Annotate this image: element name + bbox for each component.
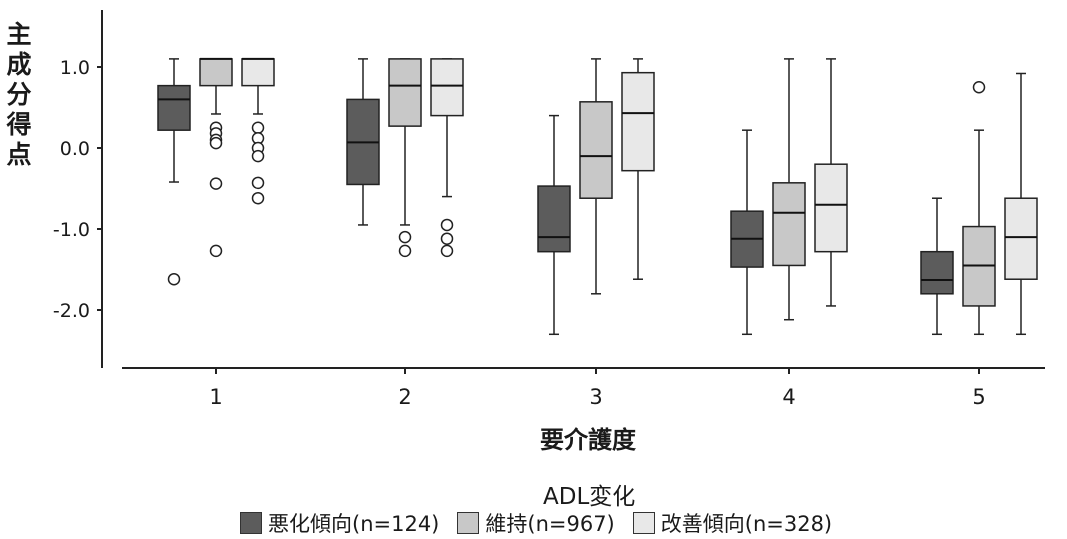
series3-group1-box [241,58,275,87]
series3-group1-outlier [251,176,265,190]
series1-group3-box [537,185,571,253]
series3-group1-outlier [251,191,265,205]
legend: 悪化傾向(n=124) 維持(n=967) 改善傾向(n=328) [240,508,850,538]
series3-group2-outlier [440,244,454,258]
series2-group4-box [772,182,806,267]
legend-swatch-maintained [457,512,480,534]
x-tick-label: 5 [972,385,985,409]
y-tick-label: -2.0 [53,300,90,322]
legend-item-worsening: 悪化傾向(n=124) [240,508,439,538]
series3-group2-outlier [440,218,454,232]
y-tick-label: -1.0 [53,219,90,241]
legend-label-maintained: 維持(n=967) [485,512,615,536]
x-tick-label: 2 [398,385,411,409]
series2-group2-outlier [398,244,412,258]
series3-group3-box [621,71,655,172]
series1-group1-outlier [167,272,181,286]
series2-group1-outlier [209,244,223,258]
y-tick-label: 0.0 [60,138,90,160]
series3-group1-outlier [251,121,265,134]
series1-group5-box [920,250,954,295]
x-tick-label: 4 [782,385,795,409]
series2-group1-box [199,58,233,87]
y-axis-label-text: 主成分得点 [6,20,32,169]
series3-group2-outlier [440,232,454,245]
legend-label-improving: 改善傾向(n=328) [660,512,833,536]
series3-group5-box [1004,197,1038,280]
series2-group2-box [388,58,422,127]
legend-label-worsening: 悪化傾向(n=124) [268,512,440,536]
series2-group2-outlier [398,230,412,244]
series3-group1-outlier [251,149,265,163]
x-axis-label: 要介護度 [540,426,636,454]
series1-group1-box [157,84,191,131]
legend-title: ADL変化 [543,484,636,510]
legend-swatch-worsening [240,512,262,534]
series2-group3-box [579,101,613,199]
legend-swatch-improving [632,512,655,534]
x-tick-label: 3 [589,385,602,409]
y-axis-label: 主成分得点 [4,20,36,170]
series2-group1-outlier [209,177,223,190]
series3-group2-box [430,58,464,117]
series2-group1-outlier [209,136,223,150]
legend-item-improving: 改善傾向(n=328) [632,508,833,538]
legend-item-maintained: 維持(n=967) [457,508,615,538]
y-tick-label: 1.0 [60,57,90,79]
x-tick-label: 1 [209,385,222,409]
series2-group5-outlier [972,81,986,94]
series3-group4-box [814,163,848,253]
